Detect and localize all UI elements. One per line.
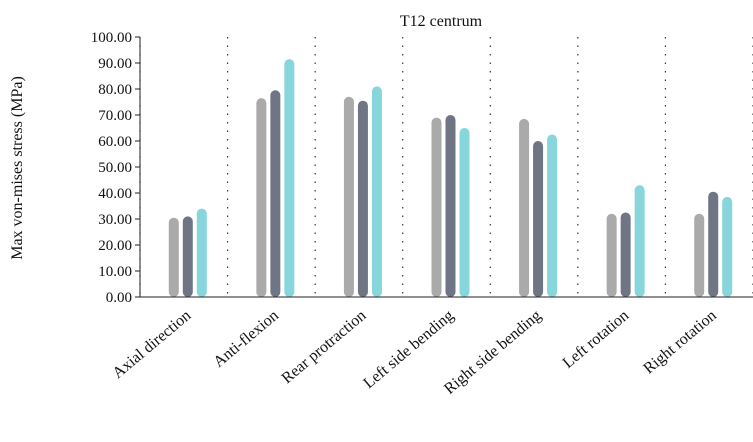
bar [256, 98, 267, 297]
y-tick-label: 100.00 [91, 30, 132, 46]
bar [196, 208, 207, 297]
bar [620, 212, 631, 297]
bar [694, 213, 705, 297]
x-category-label: Axial direction [110, 307, 195, 382]
bar [431, 117, 442, 297]
y-tick-label: 10.00 [98, 264, 132, 280]
y-tick-label: 0.00 [106, 290, 132, 306]
axes-layer [135, 36, 753, 298]
x-category-label: Right side bending [441, 307, 545, 398]
bar [284, 59, 295, 297]
x-category-label: Anti-flexion [210, 307, 282, 371]
y-tick-label: 80.00 [98, 82, 132, 98]
y-tick-label: 30.00 [98, 212, 132, 228]
bar [708, 191, 719, 297]
y-tick-label: 20.00 [98, 238, 132, 254]
y-tick-label: 70.00 [98, 108, 132, 124]
bar [533, 141, 544, 297]
bar [343, 96, 354, 297]
bar [547, 134, 558, 297]
y-axis-title: Max von-mises stress (MPa) [9, 76, 26, 260]
bar [168, 217, 179, 297]
bar [182, 216, 193, 297]
x-category-label: Left side bending [360, 307, 457, 392]
x-category-label: Left rotation [560, 307, 633, 372]
bar [270, 90, 281, 297]
bar [519, 118, 530, 298]
bar [371, 86, 382, 298]
y-tick-labels: 0.00 10.00 20.00 30.00 40.00 50.00 60.00 70.00 8… [91, 30, 132, 306]
x-category-label: Rear protraction [279, 307, 370, 387]
y-tick-label: 90.00 [98, 56, 132, 72]
bar [606, 213, 617, 297]
y-tick-label: 60.00 [98, 134, 132, 150]
bar [634, 185, 645, 297]
bar [722, 196, 733, 297]
x-category-label: Right rotation [640, 307, 719, 377]
bars-layer [168, 59, 733, 298]
y-tick-label: 40.00 [98, 186, 132, 202]
chart-title: T12 centrum [400, 13, 483, 30]
bar [459, 128, 470, 297]
bar [357, 100, 368, 297]
bar [445, 115, 456, 297]
y-tick-label: 50.00 [98, 160, 132, 176]
